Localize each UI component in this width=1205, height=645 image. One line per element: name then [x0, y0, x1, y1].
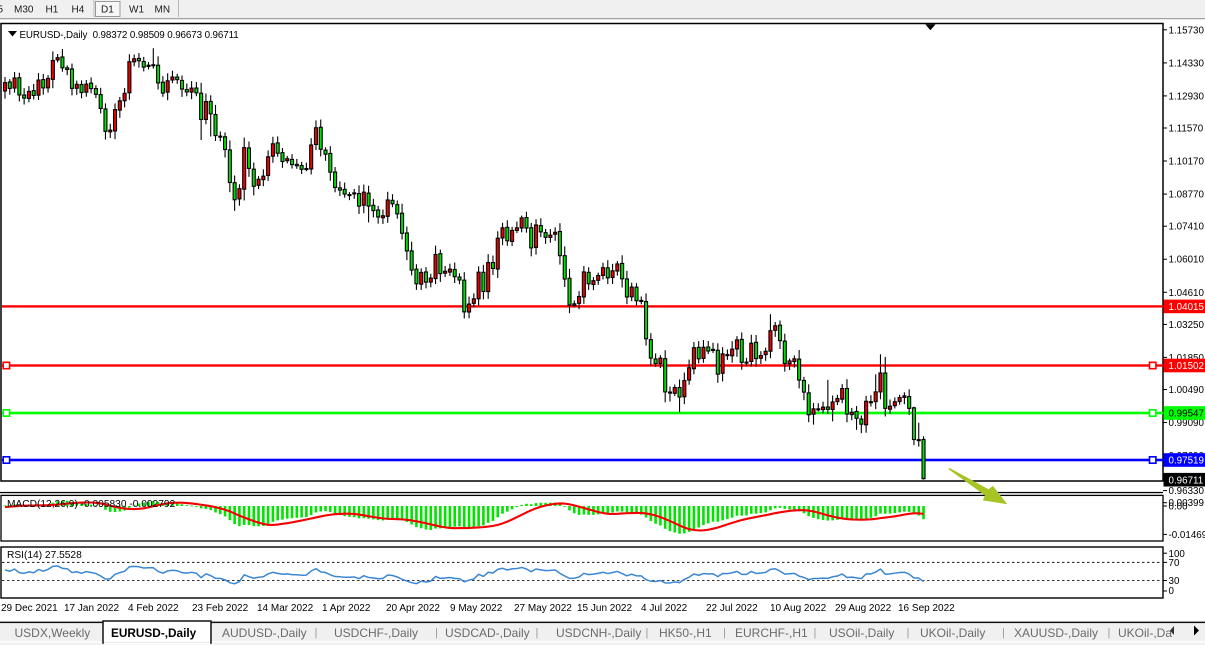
svg-text:|: | — [907, 627, 910, 639]
svg-text:14 Mar 2022: 14 Mar 2022 — [257, 603, 314, 614]
svg-text:|: | — [814, 627, 817, 639]
svg-text:0.99547: 0.99547 — [1169, 409, 1204, 420]
svg-text:EURUSD-,Daily 0.98372 0.98509: EURUSD-,Daily 0.98372 0.98509 0.96673 0.… — [20, 30, 239, 41]
svg-text:H1: H1 — [46, 5, 59, 16]
svg-text:0.97519: 0.97519 — [1169, 456, 1204, 467]
svg-text:29 Dec 2021: 29 Dec 2021 — [1, 603, 58, 614]
svg-text:USDCAD-,Daily: USDCAD-,Daily — [445, 626, 530, 640]
svg-text:4 Feb 2022: 4 Feb 2022 — [128, 603, 179, 614]
svg-text:USDX,Weekly: USDX,Weekly — [15, 626, 91, 640]
svg-text:|: | — [315, 627, 318, 639]
svg-text:1.04015: 1.04015 — [1169, 302, 1205, 313]
svg-text:|: | — [723, 627, 726, 639]
svg-text:D1: D1 — [101, 5, 114, 16]
svg-text:0.00: 0.00 — [1169, 502, 1189, 513]
svg-text:XAUUSD-,Daily: XAUUSD-,Daily — [1014, 626, 1098, 640]
svg-text:29 Aug 2022: 29 Aug 2022 — [835, 603, 892, 614]
svg-text:1.01502: 1.01502 — [1169, 361, 1204, 372]
svg-text:USDCNH-,Daily: USDCNH-,Daily — [556, 626, 641, 640]
svg-text:23 Feb 2022: 23 Feb 2022 — [192, 603, 249, 614]
svg-text:MN: MN — [155, 5, 171, 16]
svg-text:0: 0 — [1169, 586, 1175, 597]
svg-text:1 Apr 2022: 1 Apr 2022 — [322, 603, 371, 614]
svg-text:1.14330: 1.14330 — [1169, 58, 1205, 69]
svg-text:|: | — [435, 627, 438, 639]
svg-text:0.00399: 0.00399 — [1169, 498, 1204, 509]
svg-text:4 Jul 2022: 4 Jul 2022 — [641, 603, 688, 614]
svg-text:9 May 2022: 9 May 2022 — [450, 603, 503, 614]
svg-text:1.04610: 1.04610 — [1169, 288, 1205, 299]
svg-text:RSI(14) 27.5528: RSI(14) 27.5528 — [7, 550, 82, 561]
svg-text:0.96711: 0.96711 — [1169, 475, 1204, 486]
svg-text:15 Jun 2022: 15 Jun 2022 — [577, 603, 632, 614]
svg-text:|: | — [1002, 627, 1005, 639]
svg-text:W1: W1 — [129, 5, 144, 16]
svg-text:H4: H4 — [72, 5, 85, 16]
svg-text:1.08770: 1.08770 — [1169, 190, 1205, 201]
svg-text:1.06010: 1.06010 — [1169, 255, 1205, 266]
svg-text:0.96330: 0.96330 — [1169, 486, 1205, 497]
svg-text:27 May 2022: 27 May 2022 — [514, 603, 572, 614]
svg-text:1.00490: 1.00490 — [1169, 385, 1205, 396]
svg-text:100: 100 — [1169, 549, 1186, 560]
svg-text:USDCHF-,Daily: USDCHF-,Daily — [334, 626, 418, 640]
svg-text:1.15730: 1.15730 — [1169, 25, 1205, 36]
svg-text:-0.01469: -0.01469 — [1169, 530, 1205, 541]
svg-text:16 Sep 2022: 16 Sep 2022 — [898, 603, 955, 614]
svg-text:USOil-,Daily: USOil-,Daily — [829, 626, 894, 640]
svg-text:70: 70 — [1169, 558, 1180, 569]
svg-text:1.07410: 1.07410 — [1169, 222, 1205, 233]
svg-text:1.11570: 1.11570 — [1169, 124, 1204, 135]
svg-text:30: 30 — [1169, 576, 1180, 587]
svg-text:1.03250: 1.03250 — [1169, 320, 1205, 331]
svg-text:1.10170: 1.10170 — [1169, 157, 1205, 168]
svg-text:|: | — [1108, 627, 1111, 639]
svg-text:5: 5 — [0, 5, 4, 16]
svg-text:EURUSD-,Daily: EURUSD-,Daily — [111, 626, 197, 640]
svg-text:UKOil-,Da: UKOil-,Da — [1118, 626, 1172, 640]
svg-text:EURCHF-,H1: EURCHF-,H1 — [735, 626, 808, 640]
svg-text:M30: M30 — [14, 5, 34, 16]
svg-text:20 Apr 2022: 20 Apr 2022 — [386, 603, 440, 614]
svg-text:AUDUSD-,Daily: AUDUSD-,Daily — [222, 626, 307, 640]
svg-text:HK50-,H1: HK50-,H1 — [659, 626, 712, 640]
svg-text:|: | — [536, 627, 539, 639]
svg-text:22 Jul 2022: 22 Jul 2022 — [706, 603, 758, 614]
svg-text:UKOil-,Daily: UKOil-,Daily — [920, 626, 985, 640]
svg-text:MACD(12,26,9) -0.005830 -0.002: MACD(12,26,9) -0.005830 -0.002792 — [7, 499, 176, 510]
svg-text:1.12930: 1.12930 — [1169, 91, 1205, 102]
svg-text:17 Jan 2022: 17 Jan 2022 — [64, 603, 119, 614]
svg-text:0.99090: 0.99090 — [1169, 418, 1205, 429]
svg-text:1.01850: 1.01850 — [1169, 353, 1205, 364]
svg-text:10 Aug 2022: 10 Aug 2022 — [770, 603, 827, 614]
svg-text:|: | — [646, 627, 649, 639]
